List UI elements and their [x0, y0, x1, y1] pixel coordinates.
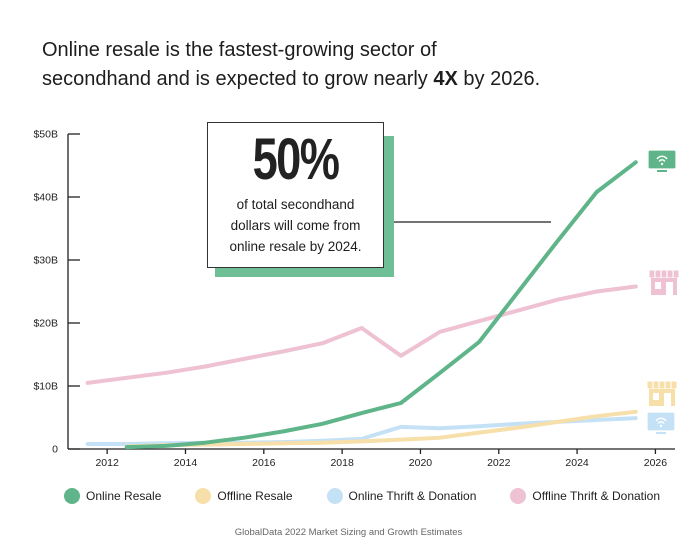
wifi-arc-inner	[658, 159, 666, 162]
source-note: GlobalData 2022 Market Sizing and Growth…	[234, 527, 463, 538]
title-line-1: Online resale is the fastest-growing sec…	[42, 39, 437, 61]
chart-title: Online resale is the fastest-growing sec…	[42, 36, 662, 94]
legend-swatch	[326, 488, 343, 504]
x-tick-label: 2020	[409, 457, 433, 469]
store-door	[664, 393, 671, 406]
store-awning	[646, 380, 678, 390]
legend-label: Offline Thrift & Donation	[532, 489, 661, 503]
x-tick-label: 2012	[95, 457, 119, 469]
monitor-icon	[647, 149, 677, 172]
chart-series	[85, 160, 638, 450]
y-tick-label: $10B	[33, 381, 58, 393]
callout-text: of total secondhand dollars will come fr…	[208, 194, 383, 257]
y-tick-label: $50B	[33, 129, 58, 141]
x-tick-label: 2026	[644, 457, 668, 469]
legend-swatch	[510, 488, 527, 504]
series-line-offline-resale	[124, 409, 638, 449]
x-tick-label: 2022	[487, 457, 511, 469]
series-end-icons	[646, 149, 680, 434]
store-window	[653, 393, 659, 400]
legend-label: Offline Resale	[217, 489, 293, 503]
legend-swatch	[195, 488, 212, 504]
monitor-icon	[646, 411, 676, 434]
title-highlight: 4X	[433, 68, 458, 90]
legend-item: Offline Resale	[195, 488, 293, 504]
wifi-arc-outer	[656, 155, 668, 160]
callout-line-2: dollars will come from	[230, 218, 361, 233]
y-tick-label: $20B	[33, 318, 58, 330]
store-icon	[648, 269, 680, 295]
y-tick-label: $40B	[33, 192, 58, 204]
monitor-stand	[657, 170, 667, 172]
legend-label: Online Resale	[86, 489, 162, 503]
series-line-online-resale	[124, 160, 638, 450]
legend-item: Offline Thrift & Donation	[510, 488, 660, 504]
wifi-arc-outer	[655, 417, 667, 422]
x-tick-label: 2016	[252, 457, 276, 469]
callout-percentage: 50%	[252, 127, 340, 192]
callout-line-1: of total secondhand	[236, 197, 355, 212]
wifi-arc-inner	[657, 421, 665, 424]
y-tick-label: $30B	[33, 255, 58, 267]
callout-box: 50% of total secondhand dollars will com…	[207, 122, 384, 268]
title-line-2: secondhand and is expected to grow nearl…	[42, 65, 662, 94]
legend-swatch	[64, 488, 80, 504]
title-line-2-pre: secondhand and is expected to grow nearl…	[42, 68, 434, 90]
x-tick-label: 2014	[174, 457, 198, 469]
series-line-offline-thrift-donation	[85, 284, 638, 385]
store-window	[655, 282, 661, 289]
legend-item: Online Resale	[64, 488, 161, 504]
monitor-stand	[656, 432, 666, 434]
legend-item: Online Thrift & Donation	[326, 488, 477, 504]
y-tick-label: 0	[52, 444, 58, 456]
callout-line-3: online resale by 2024.	[229, 239, 362, 254]
wifi-dot	[659, 424, 663, 428]
chart-legend: Online Resale Offline Resale Online Thrift…	[64, 488, 694, 504]
store-door	[666, 282, 673, 295]
title-line-2-post: by 2026.	[457, 68, 541, 90]
store-body	[651, 278, 677, 295]
store-body	[649, 389, 675, 406]
x-tick-label: 2018	[330, 457, 354, 469]
x-tick-label: 2024	[565, 457, 589, 469]
store-icon	[646, 380, 678, 406]
store-awning	[648, 269, 680, 279]
legend-label: Online Thrift & Donation	[348, 489, 477, 503]
wifi-dot	[660, 162, 664, 166]
chart-axes: 0 $10B $20B $30B $40B $50B 2012 2014 2016 2018 202…	[33, 129, 675, 469]
